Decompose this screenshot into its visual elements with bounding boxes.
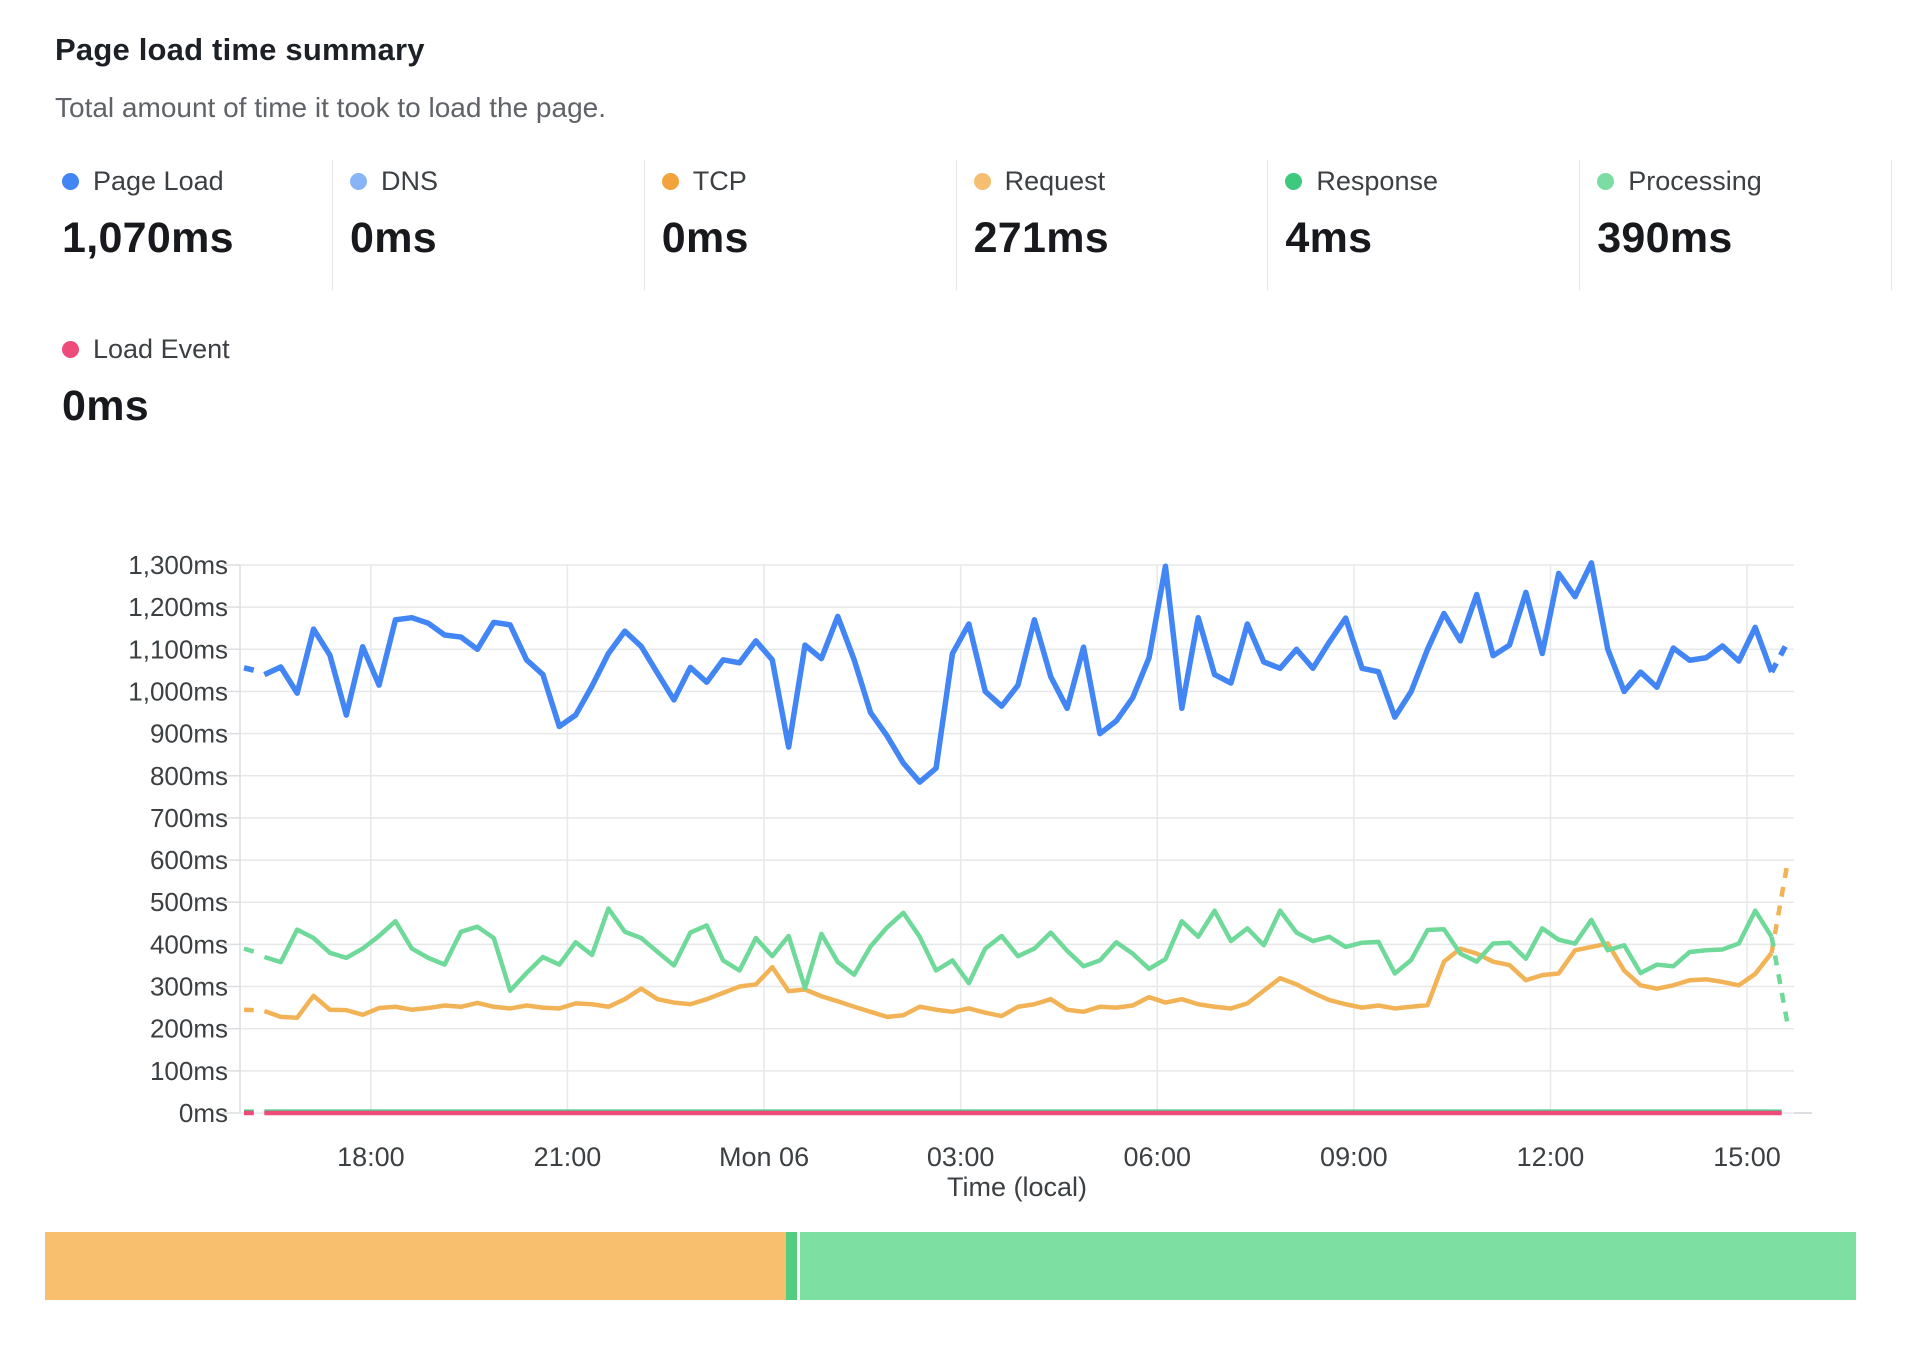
metrics-row: Page Load 1,070ms DNS 0ms TCP 0ms Reques… xyxy=(45,160,1892,290)
metric-value: 0ms xyxy=(661,214,749,262)
axis-tick-label: 1,300ms xyxy=(128,550,228,580)
page-title: Page load time summary xyxy=(55,32,425,67)
axis-tick-label: 500ms xyxy=(150,887,228,917)
load-event-legend-dot-icon xyxy=(62,340,79,358)
metric-request[interactable]: Request 271ms xyxy=(957,160,1269,290)
axis-tick-label: Time (local) xyxy=(947,1172,1087,1202)
metric-label: Page Load xyxy=(93,165,224,196)
metric-value: 0ms xyxy=(62,382,149,430)
axis-tick-label: 12:00 xyxy=(1517,1142,1585,1172)
metric-page-load[interactable]: Page Load 1,070ms xyxy=(45,160,333,290)
axis-tick-label: 1,200ms xyxy=(128,592,228,622)
axis-tick-label: 100ms xyxy=(150,1056,228,1086)
bar-segment-request[interactable] xyxy=(45,1232,787,1300)
axis-tick-label: 300ms xyxy=(150,972,228,1002)
axis-tick-label: 06:00 xyxy=(1123,1142,1191,1172)
bar-segment-processing[interactable] xyxy=(800,1232,1856,1300)
axis-tick-label: Mon 06 xyxy=(719,1142,809,1172)
metric-label: Response xyxy=(1316,165,1438,196)
metric-label: DNS xyxy=(381,165,439,196)
metric-tcp[interactable]: TCP 0ms xyxy=(645,160,957,290)
bar-segment-response[interactable] xyxy=(786,1232,798,1300)
dns-legend-dot-icon xyxy=(350,172,367,190)
metric-label: Processing xyxy=(1628,165,1762,196)
axis-tick-label: 1,100ms xyxy=(128,634,228,664)
response-legend-dot-icon xyxy=(1285,172,1303,190)
axis-tick-label: 600ms xyxy=(150,845,228,875)
metric-value: 1,070ms xyxy=(62,214,234,262)
metric-label: Load Event xyxy=(93,333,230,364)
tcp-legend-dot-icon xyxy=(661,172,679,190)
axis-tick-label: 800ms xyxy=(150,761,228,791)
axis-tick-label: 400ms xyxy=(150,929,228,959)
axis-tick-label: 0ms xyxy=(179,1098,228,1128)
metric-dns[interactable]: DNS 0ms xyxy=(333,160,645,290)
axis-tick-label: 700ms xyxy=(150,803,228,833)
metric-value: 0ms xyxy=(350,214,437,262)
metric-label: TCP xyxy=(692,165,747,196)
metric-response[interactable]: Response 4ms xyxy=(1268,160,1581,290)
series-page-load xyxy=(263,560,1775,785)
request-legend-dot-icon xyxy=(973,172,991,190)
axis-tick-label: 21:00 xyxy=(534,1142,602,1172)
page-subtitle: Total amount of time it took to load the… xyxy=(55,92,607,123)
page-load-legend-dot-icon xyxy=(62,172,79,190)
metric-value: 4ms xyxy=(1285,214,1373,262)
metric-label: Request xyxy=(1004,165,1106,196)
metric-value: 271ms xyxy=(973,214,1109,262)
processing-legend-dot-icon xyxy=(1597,172,1615,190)
metric-load-event[interactable]: Load Event 0ms xyxy=(45,332,230,431)
metric-processing[interactable]: Processing 390ms xyxy=(1580,160,1892,290)
axis-tick-label: 18:00 xyxy=(337,1142,405,1172)
axis-tick-label: 200ms xyxy=(150,1014,228,1044)
axis-tick-label: 09:00 xyxy=(1320,1142,1388,1172)
axis-tick-label: 03:00 xyxy=(927,1142,995,1172)
axis-tick-label: 1,000ms xyxy=(128,676,228,706)
axis-tick-label: 900ms xyxy=(150,719,228,749)
timing-distribution-bar xyxy=(45,1232,1856,1300)
metric-value: 390ms xyxy=(1597,214,1733,262)
series-processing xyxy=(263,906,1774,994)
series-request xyxy=(263,941,1774,1020)
axis-tick-label: 15:00 xyxy=(1713,1142,1781,1172)
